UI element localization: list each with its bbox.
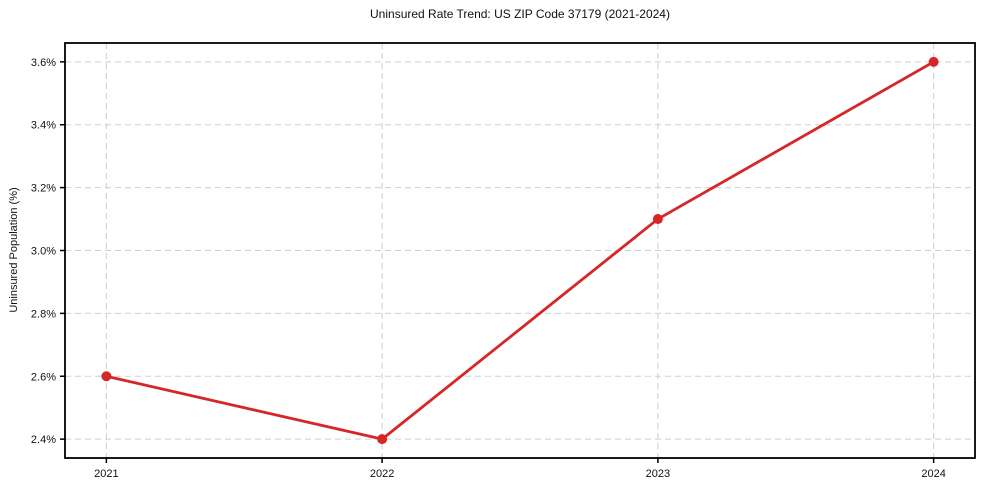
x-tick-label: 2023 (646, 468, 670, 480)
x-tick-label: 2024 (921, 468, 945, 480)
y-tick-label: 3.6% (31, 57, 56, 69)
chart-title: Uninsured Rate Trend: US ZIP Code 37179 … (370, 7, 670, 21)
x-tick-label: 2022 (370, 468, 394, 480)
y-tick-label: 2.4% (31, 434, 56, 446)
y-tick-label: 3.2% (31, 183, 56, 195)
data-line (104, 60, 936, 441)
data-point (377, 434, 388, 445)
y-tick-label: 2.8% (31, 308, 56, 320)
y-tick-label: 2.6% (31, 371, 56, 383)
data-point (928, 56, 939, 67)
y-tick-label: 3.4% (31, 120, 56, 132)
data-point (652, 214, 663, 225)
x-tick-label: 2021 (94, 468, 118, 480)
y-tick-label: 3.0% (31, 246, 56, 258)
data-point (101, 371, 112, 382)
